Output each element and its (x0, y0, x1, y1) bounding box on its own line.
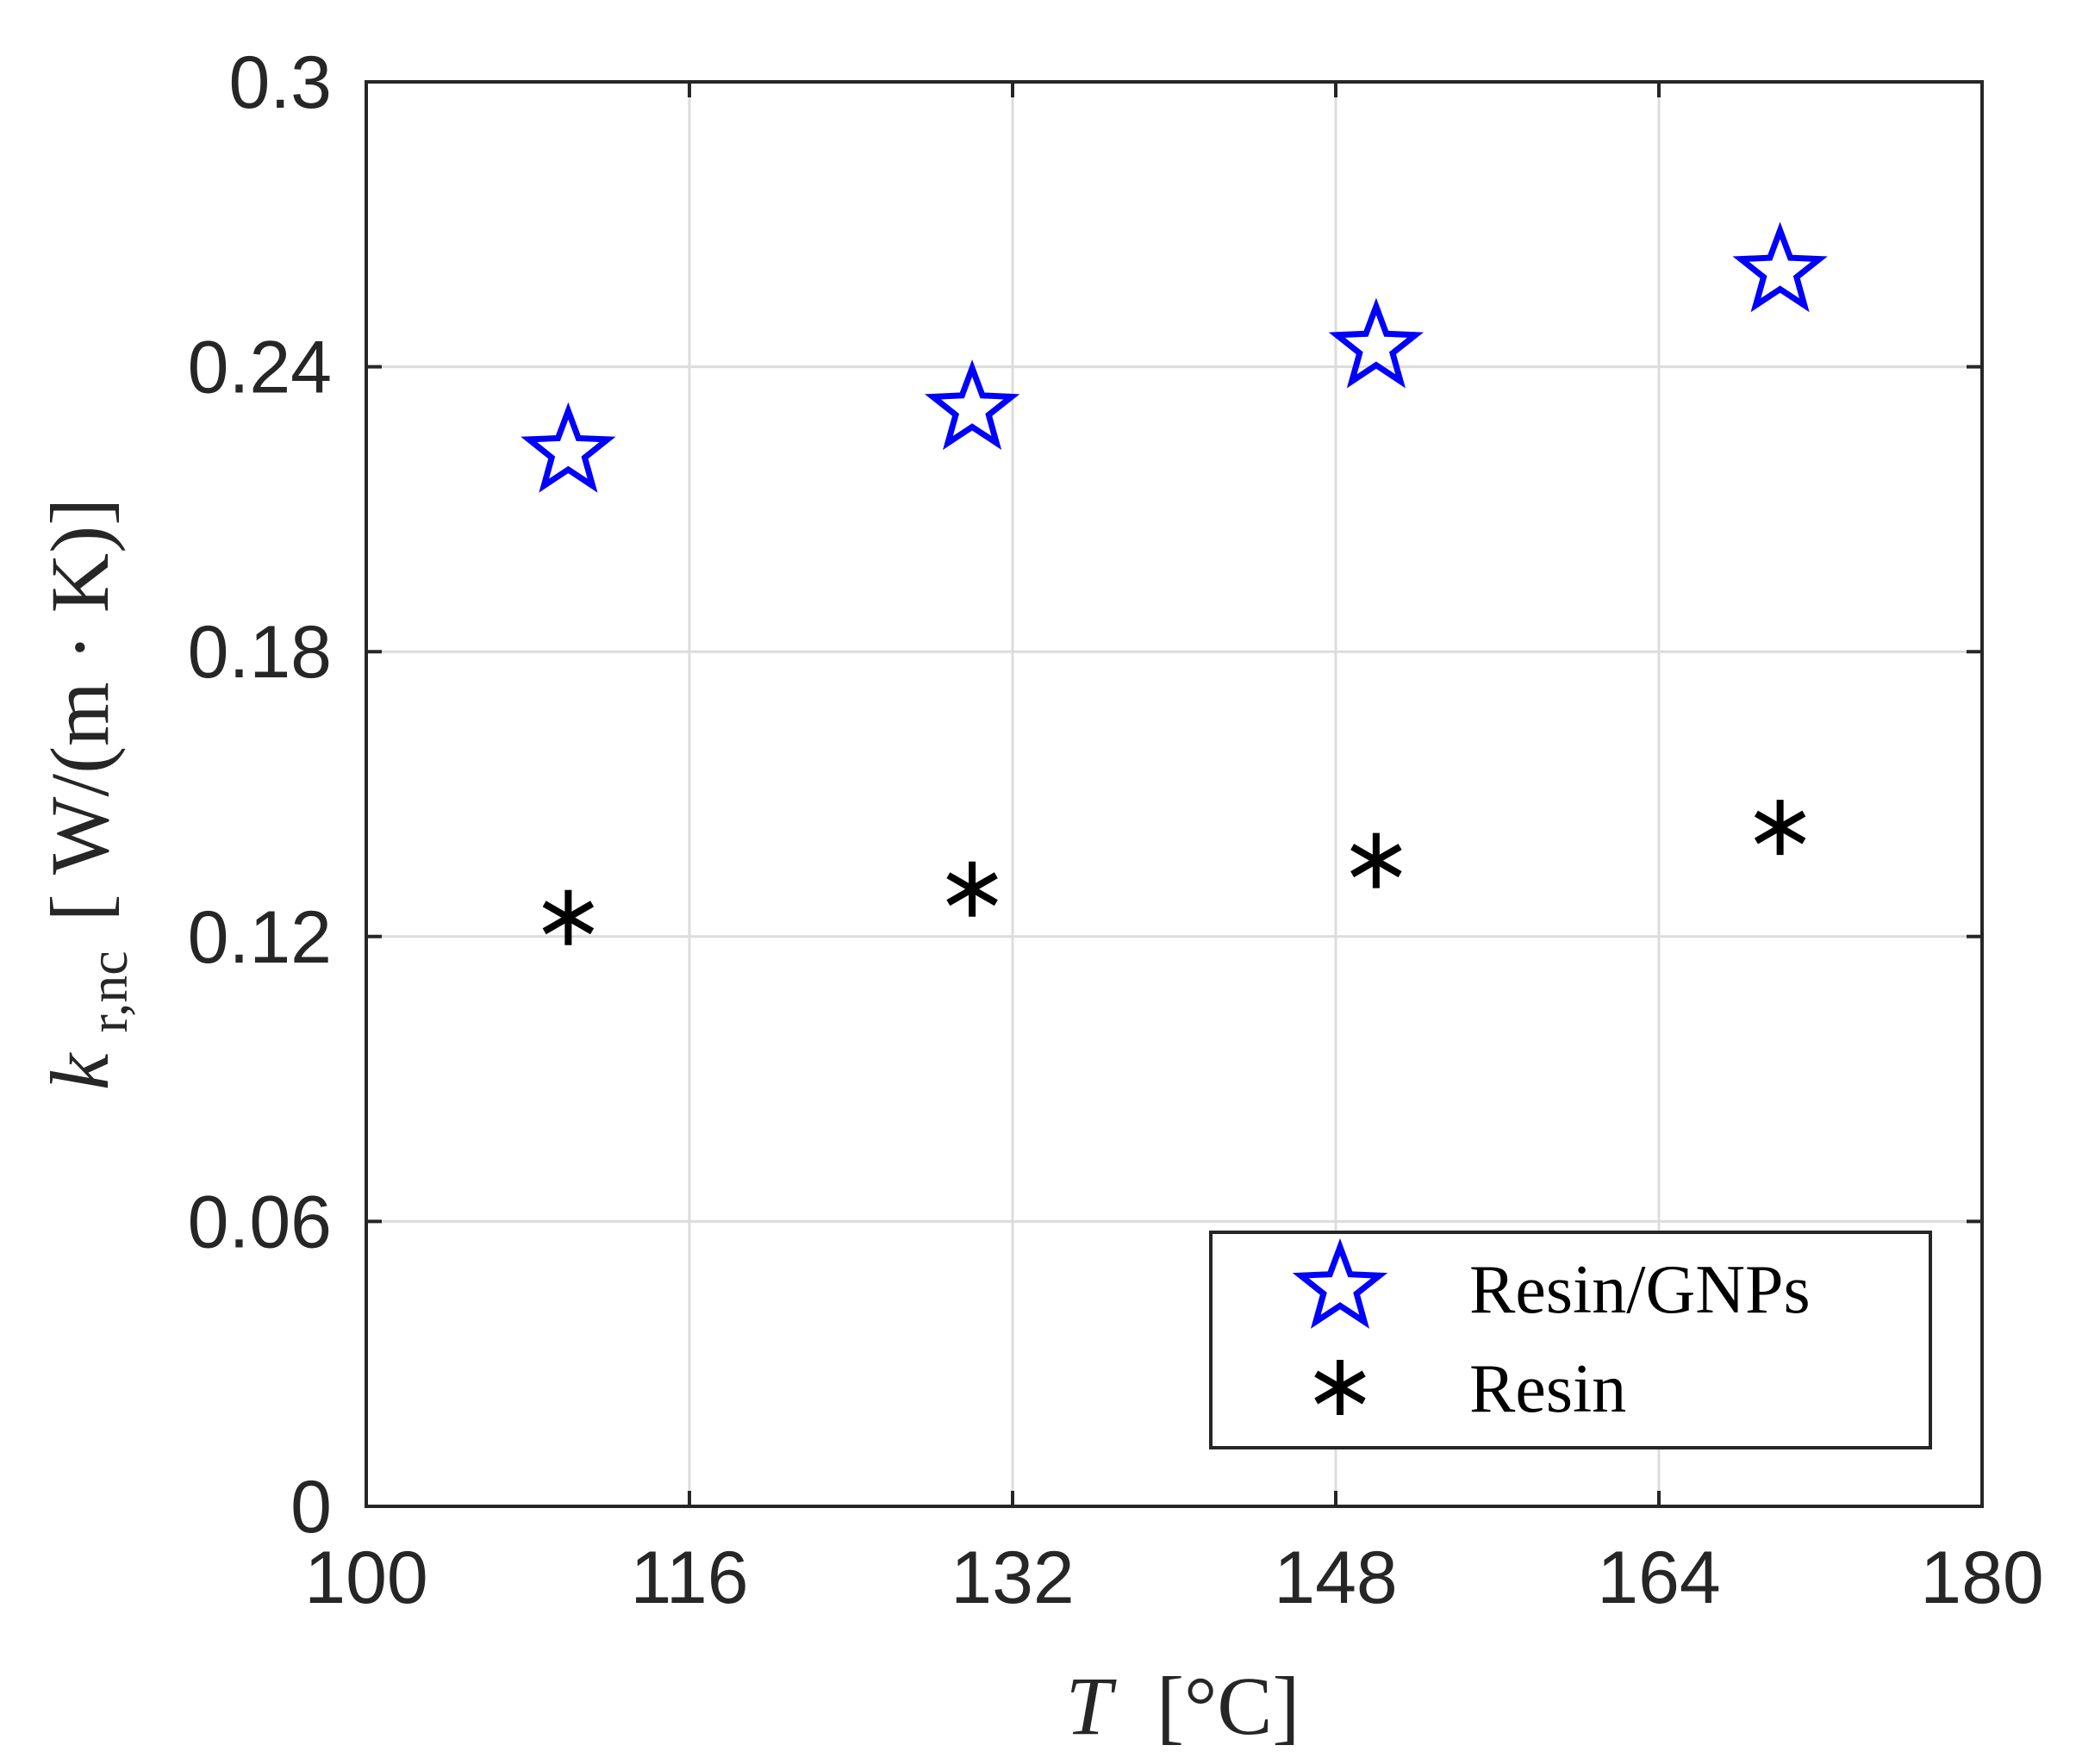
legend: Resin/GNPs Resin (1209, 1231, 1932, 1449)
x-axis-unit: [°C] (1156, 1660, 1300, 1752)
y-tick-label: 0.12 (188, 896, 332, 979)
star-marker (521, 402, 616, 493)
asterisk-marker (1350, 832, 1402, 888)
x-tick-label: 148 (1274, 1536, 1398, 1619)
y-tick-label: 0.06 (188, 1181, 332, 1263)
legend-entry: Resin/GNPs (1292, 1237, 1811, 1329)
series-resin (542, 800, 1806, 945)
y-tick-label: 0.18 (188, 611, 332, 694)
y-tick-label: 0.3 (228, 41, 332, 124)
data-points (521, 221, 1828, 945)
legend-label: Resin (1469, 1351, 1626, 1427)
legend-entry: Resin (1314, 1351, 1626, 1427)
asterisk-marker (542, 889, 595, 945)
y-axis-subscript: r,nc (78, 951, 139, 1032)
series-resin-gnps (521, 221, 1828, 493)
x-axis-variable: T (1066, 1660, 1118, 1752)
x-tick-label: 116 (630, 1536, 748, 1619)
star-marker (924, 359, 1020, 451)
plot-area-frame (365, 80, 1984, 1508)
y-axis-unit: [ W/(m · K)] (34, 498, 126, 921)
legend-asterisk-icon (1314, 1360, 1366, 1415)
y-axis-variable: k (34, 1051, 126, 1090)
star-marker (1328, 297, 1425, 389)
y-tick-label: 0.24 (188, 327, 332, 409)
y-tick-label: 0 (290, 1466, 332, 1549)
y-axis-title: k r,nc [ W/(m · K)] (34, 498, 139, 1090)
axis-ticks (365, 80, 1984, 1508)
x-tick-label: 100 (304, 1536, 428, 1619)
tick-labels: 100 116 132 148 164 180 0 0.06 0.12 0.18 0.24 0.3 (188, 41, 2044, 1619)
legend-star-icon (1292, 1237, 1388, 1329)
star-marker (1732, 221, 1828, 313)
x-tick-label: 180 (1920, 1536, 2044, 1619)
grid-lines (366, 82, 1982, 1506)
x-tick-label: 132 (951, 1536, 1075, 1619)
x-tick-label: 164 (1597, 1536, 1721, 1619)
legend-label: Resin/GNPs (1469, 1252, 1811, 1328)
x-axis-title: T [°C] (1066, 1660, 1300, 1752)
asterisk-marker (946, 861, 998, 917)
asterisk-marker (1754, 800, 1806, 856)
